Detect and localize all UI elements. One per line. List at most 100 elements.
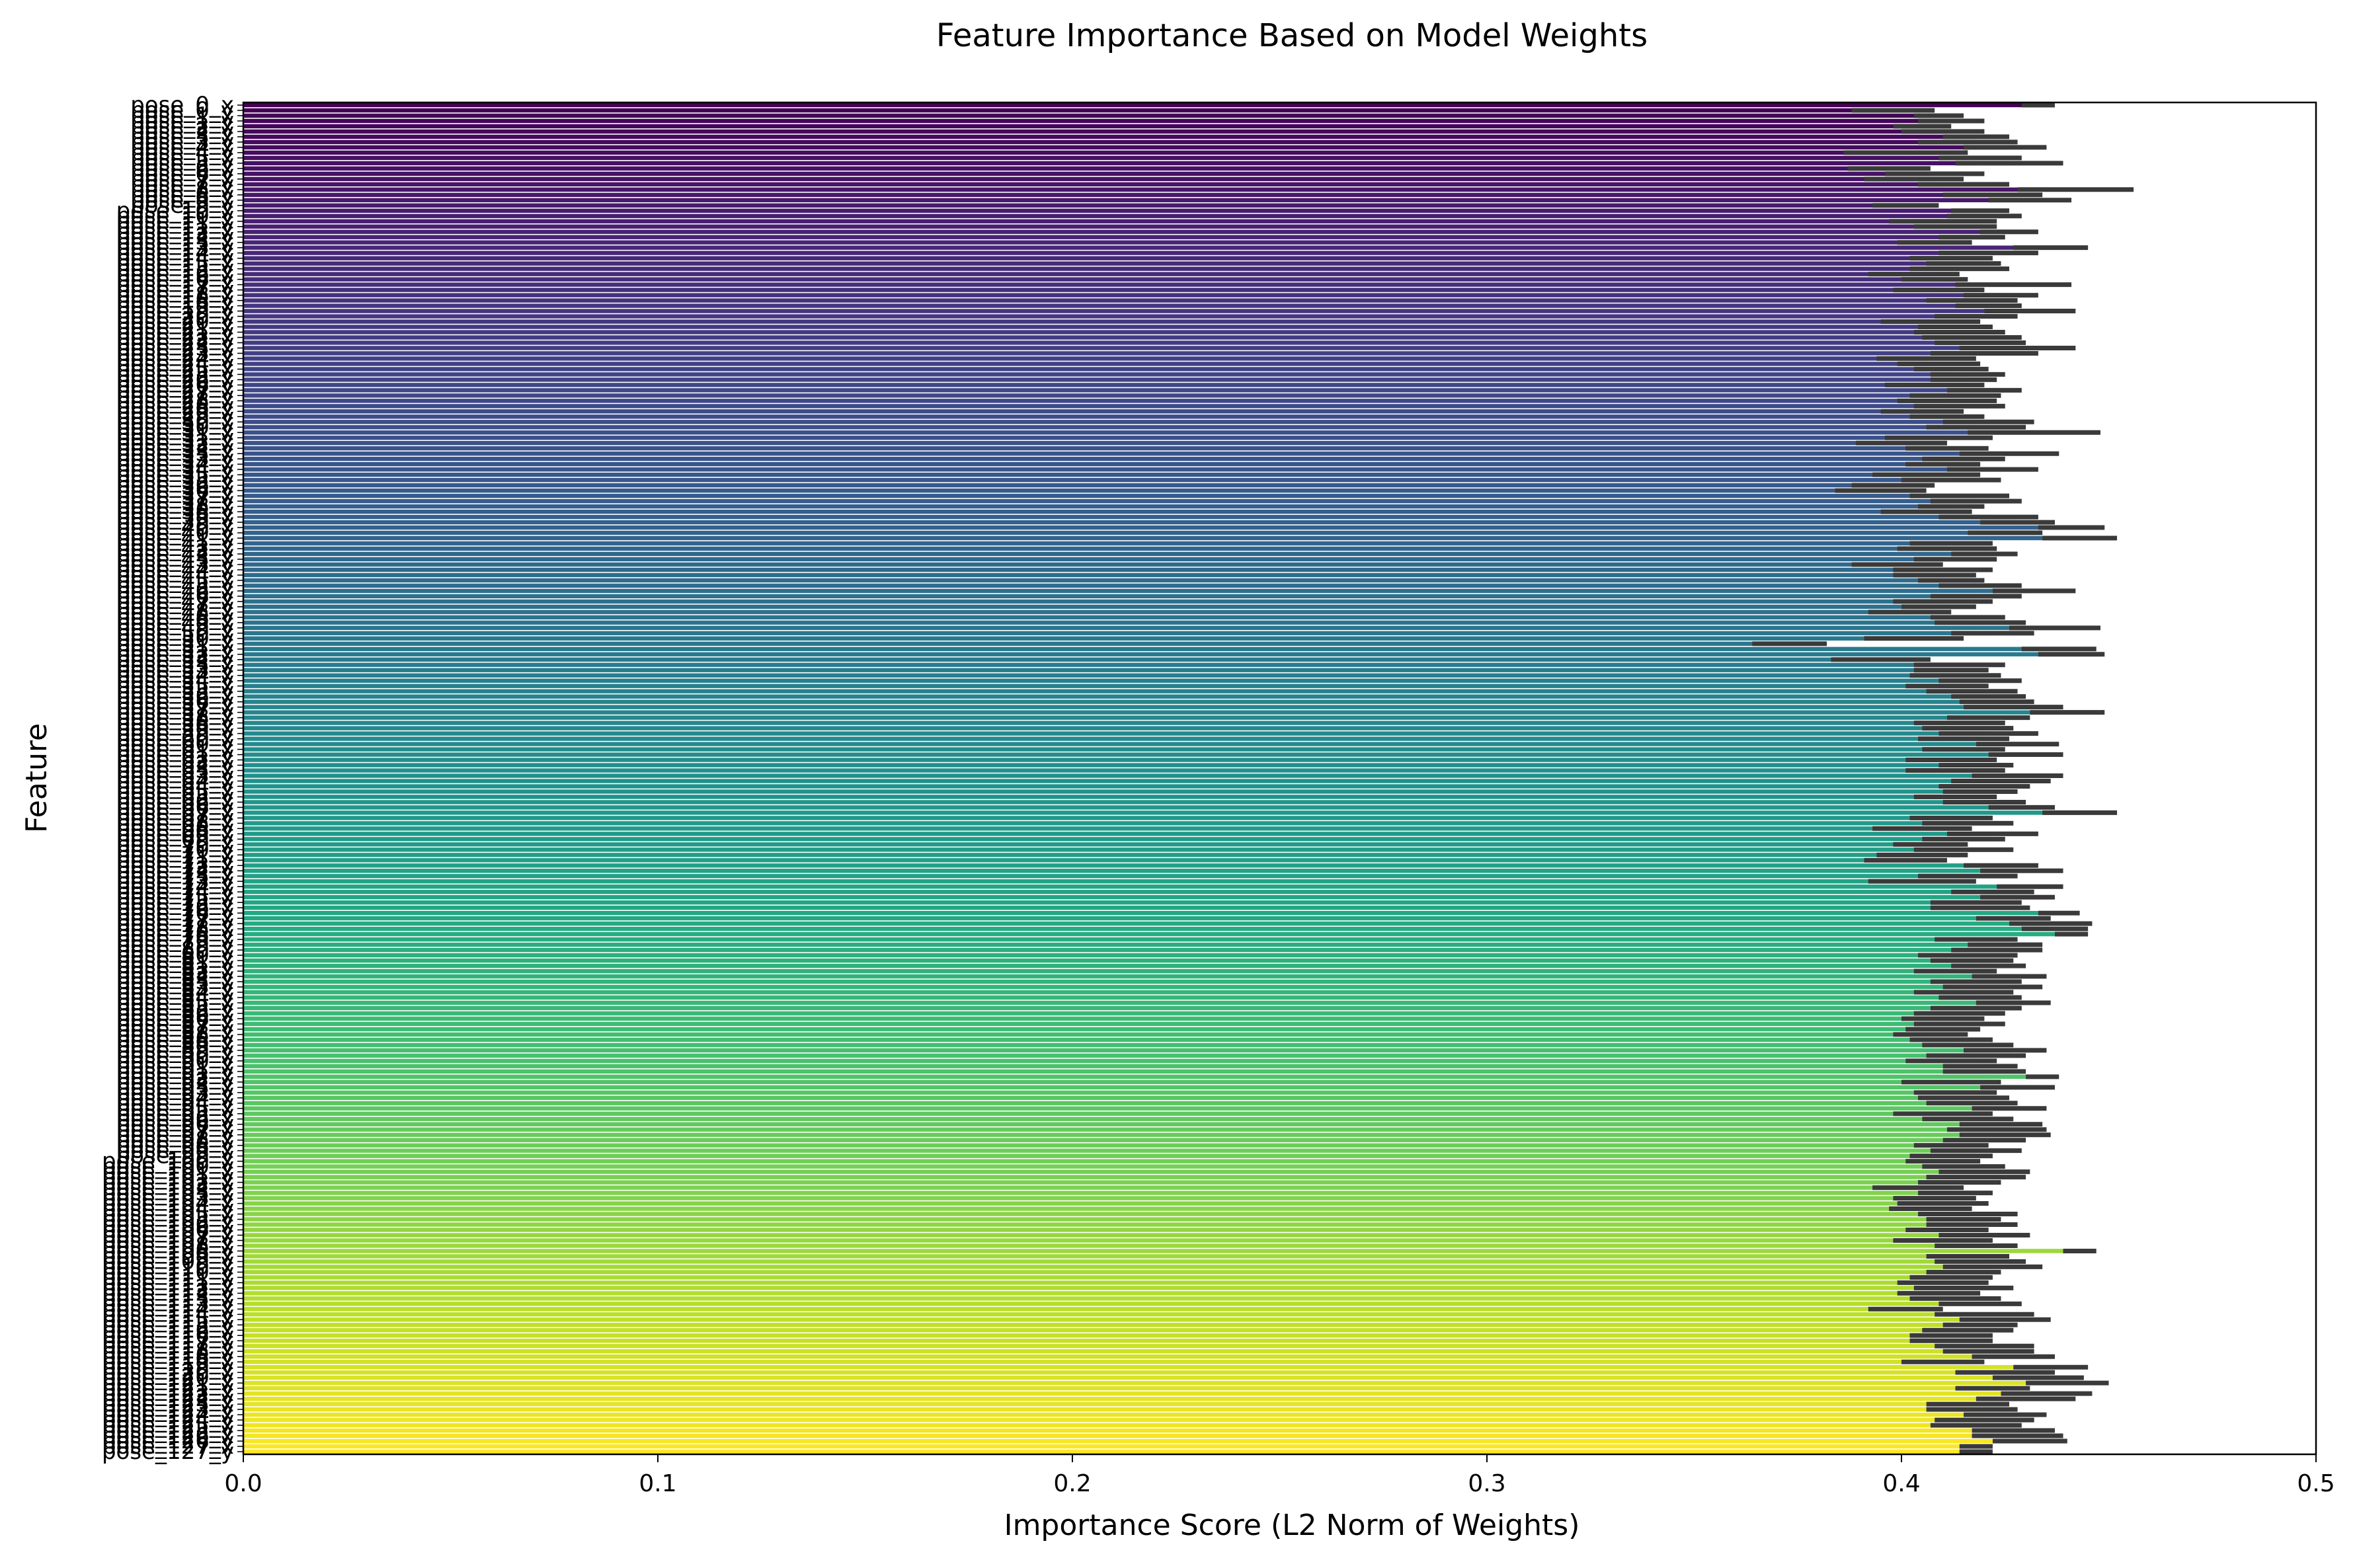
bar (243, 1417, 1985, 1423)
y-tick-label: pose_11_x (116, 208, 234, 235)
y-tick-label: pose_78_y (116, 921, 234, 947)
bar (243, 842, 1931, 847)
bar (243, 1286, 1964, 1290)
y-tick-label: pose_121_y (102, 1375, 234, 1401)
bar (243, 362, 1939, 366)
x-tick-label: 0.1 (639, 1470, 676, 1497)
y-tick-label: pose_62_x (116, 747, 234, 773)
y-tick-label: pose_19_y (116, 298, 234, 325)
y-tick-label: pose_76_y (116, 900, 234, 926)
y-tick-label: pose_83_y (116, 974, 234, 1000)
bar (243, 625, 2055, 631)
bar (243, 1344, 1985, 1349)
y-tick-label: pose_5_x (130, 145, 234, 171)
y-tick-label: pose_104_y (102, 1196, 234, 1222)
bar (243, 1428, 2014, 1433)
bar (243, 224, 1956, 229)
bar (243, 736, 1964, 741)
y-tick-label: pose_114_x (102, 1296, 234, 1322)
bar (243, 895, 2018, 900)
bar (243, 800, 1985, 804)
bar (243, 1206, 1931, 1211)
bar (243, 583, 1981, 588)
y-tick-label: pose_64_y (116, 773, 234, 799)
bar (243, 388, 1985, 393)
y-tick-label: pose_59_y (116, 721, 234, 747)
bar (243, 953, 1968, 958)
y-tick-label: pose_40_x (116, 514, 234, 541)
bar (243, 1296, 1956, 1301)
y-tick-label: pose_87_y (116, 1016, 234, 1042)
bar (243, 346, 2018, 350)
y-tick-label: pose_38_x (116, 493, 234, 520)
y-tick-label: pose_127_x (102, 1433, 234, 1460)
bar (243, 1449, 1976, 1454)
y-tick-label: pose_42_y (116, 541, 234, 567)
bar (243, 488, 1881, 493)
bar (243, 1349, 1989, 1354)
bar (243, 251, 1989, 255)
bar (243, 641, 1790, 646)
bar (243, 1148, 1976, 1153)
y-tick-label: pose_16_y (116, 266, 234, 293)
y-tick-label: pose_57_x (116, 694, 234, 721)
bar (243, 171, 1935, 176)
bar (243, 773, 2018, 778)
bar (243, 636, 1914, 641)
bar (243, 1143, 1952, 1148)
bar (243, 1412, 2005, 1417)
bar (243, 409, 1923, 414)
y-tick-label: pose_122_y (102, 1386, 234, 1412)
bar (243, 166, 1890, 171)
y-tick-label: pose_70_x (116, 831, 234, 857)
y-tick-label: pose_24_y (116, 350, 234, 377)
y-tick-label: pose_18_y (116, 288, 234, 314)
y-tick-label: pose_84_y (116, 984, 234, 1011)
bar (243, 451, 2010, 456)
bar (243, 684, 1947, 688)
y-tick-label: pose_6_y (130, 161, 234, 187)
bar (243, 805, 2022, 810)
y-tick-label: pose_103_y (102, 1185, 234, 1212)
y-tick-label: pose_28_y (116, 393, 234, 419)
bar (243, 229, 2010, 234)
bar (243, 293, 2001, 297)
y-tick-label: pose_60_y (116, 731, 234, 758)
y-tick-label: pose_98_y (116, 1132, 234, 1159)
y-tick-label: pose_22_x (116, 324, 234, 350)
bar (243, 1037, 1952, 1042)
y-tick-label: pose_37_y (116, 488, 234, 514)
bar (243, 1111, 1943, 1116)
y-tick-label: pose_47_y (116, 594, 234, 620)
bar (243, 673, 1956, 678)
bar (243, 1370, 2005, 1375)
y-tick-label: pose_65_y (116, 783, 234, 810)
y-tick-label: pose_80_y (116, 942, 234, 968)
bar (243, 303, 1989, 308)
bar (243, 884, 2030, 889)
y-tick-label: pose_73_x (116, 863, 234, 889)
bar (243, 926, 2055, 931)
y-tick-label: pose_95_y (116, 1101, 234, 1127)
bar (243, 1333, 1952, 1338)
y-tick-label: pose_51_x (116, 631, 234, 657)
bar (243, 477, 1952, 483)
bar (243, 858, 1906, 863)
bar (243, 1391, 2047, 1396)
bar (243, 1354, 2014, 1359)
bar (243, 821, 1968, 826)
y-tick-label: pose_3_y (130, 129, 234, 155)
bar (243, 789, 1981, 794)
bar (243, 668, 1952, 672)
bar (243, 404, 1960, 409)
y-tick-label: pose_41_y (116, 530, 234, 557)
y-tick-label: pose_74_x (116, 873, 234, 900)
y-tick-label: pose_30_y (116, 414, 234, 440)
bar (243, 335, 1972, 340)
y-tick-label: pose_60_x (116, 726, 234, 752)
bar (243, 430, 2034, 435)
bar (243, 1364, 2051, 1370)
y-tick-label: pose_117_x (102, 1327, 234, 1354)
bar (243, 721, 1960, 725)
bar (243, 372, 1968, 377)
